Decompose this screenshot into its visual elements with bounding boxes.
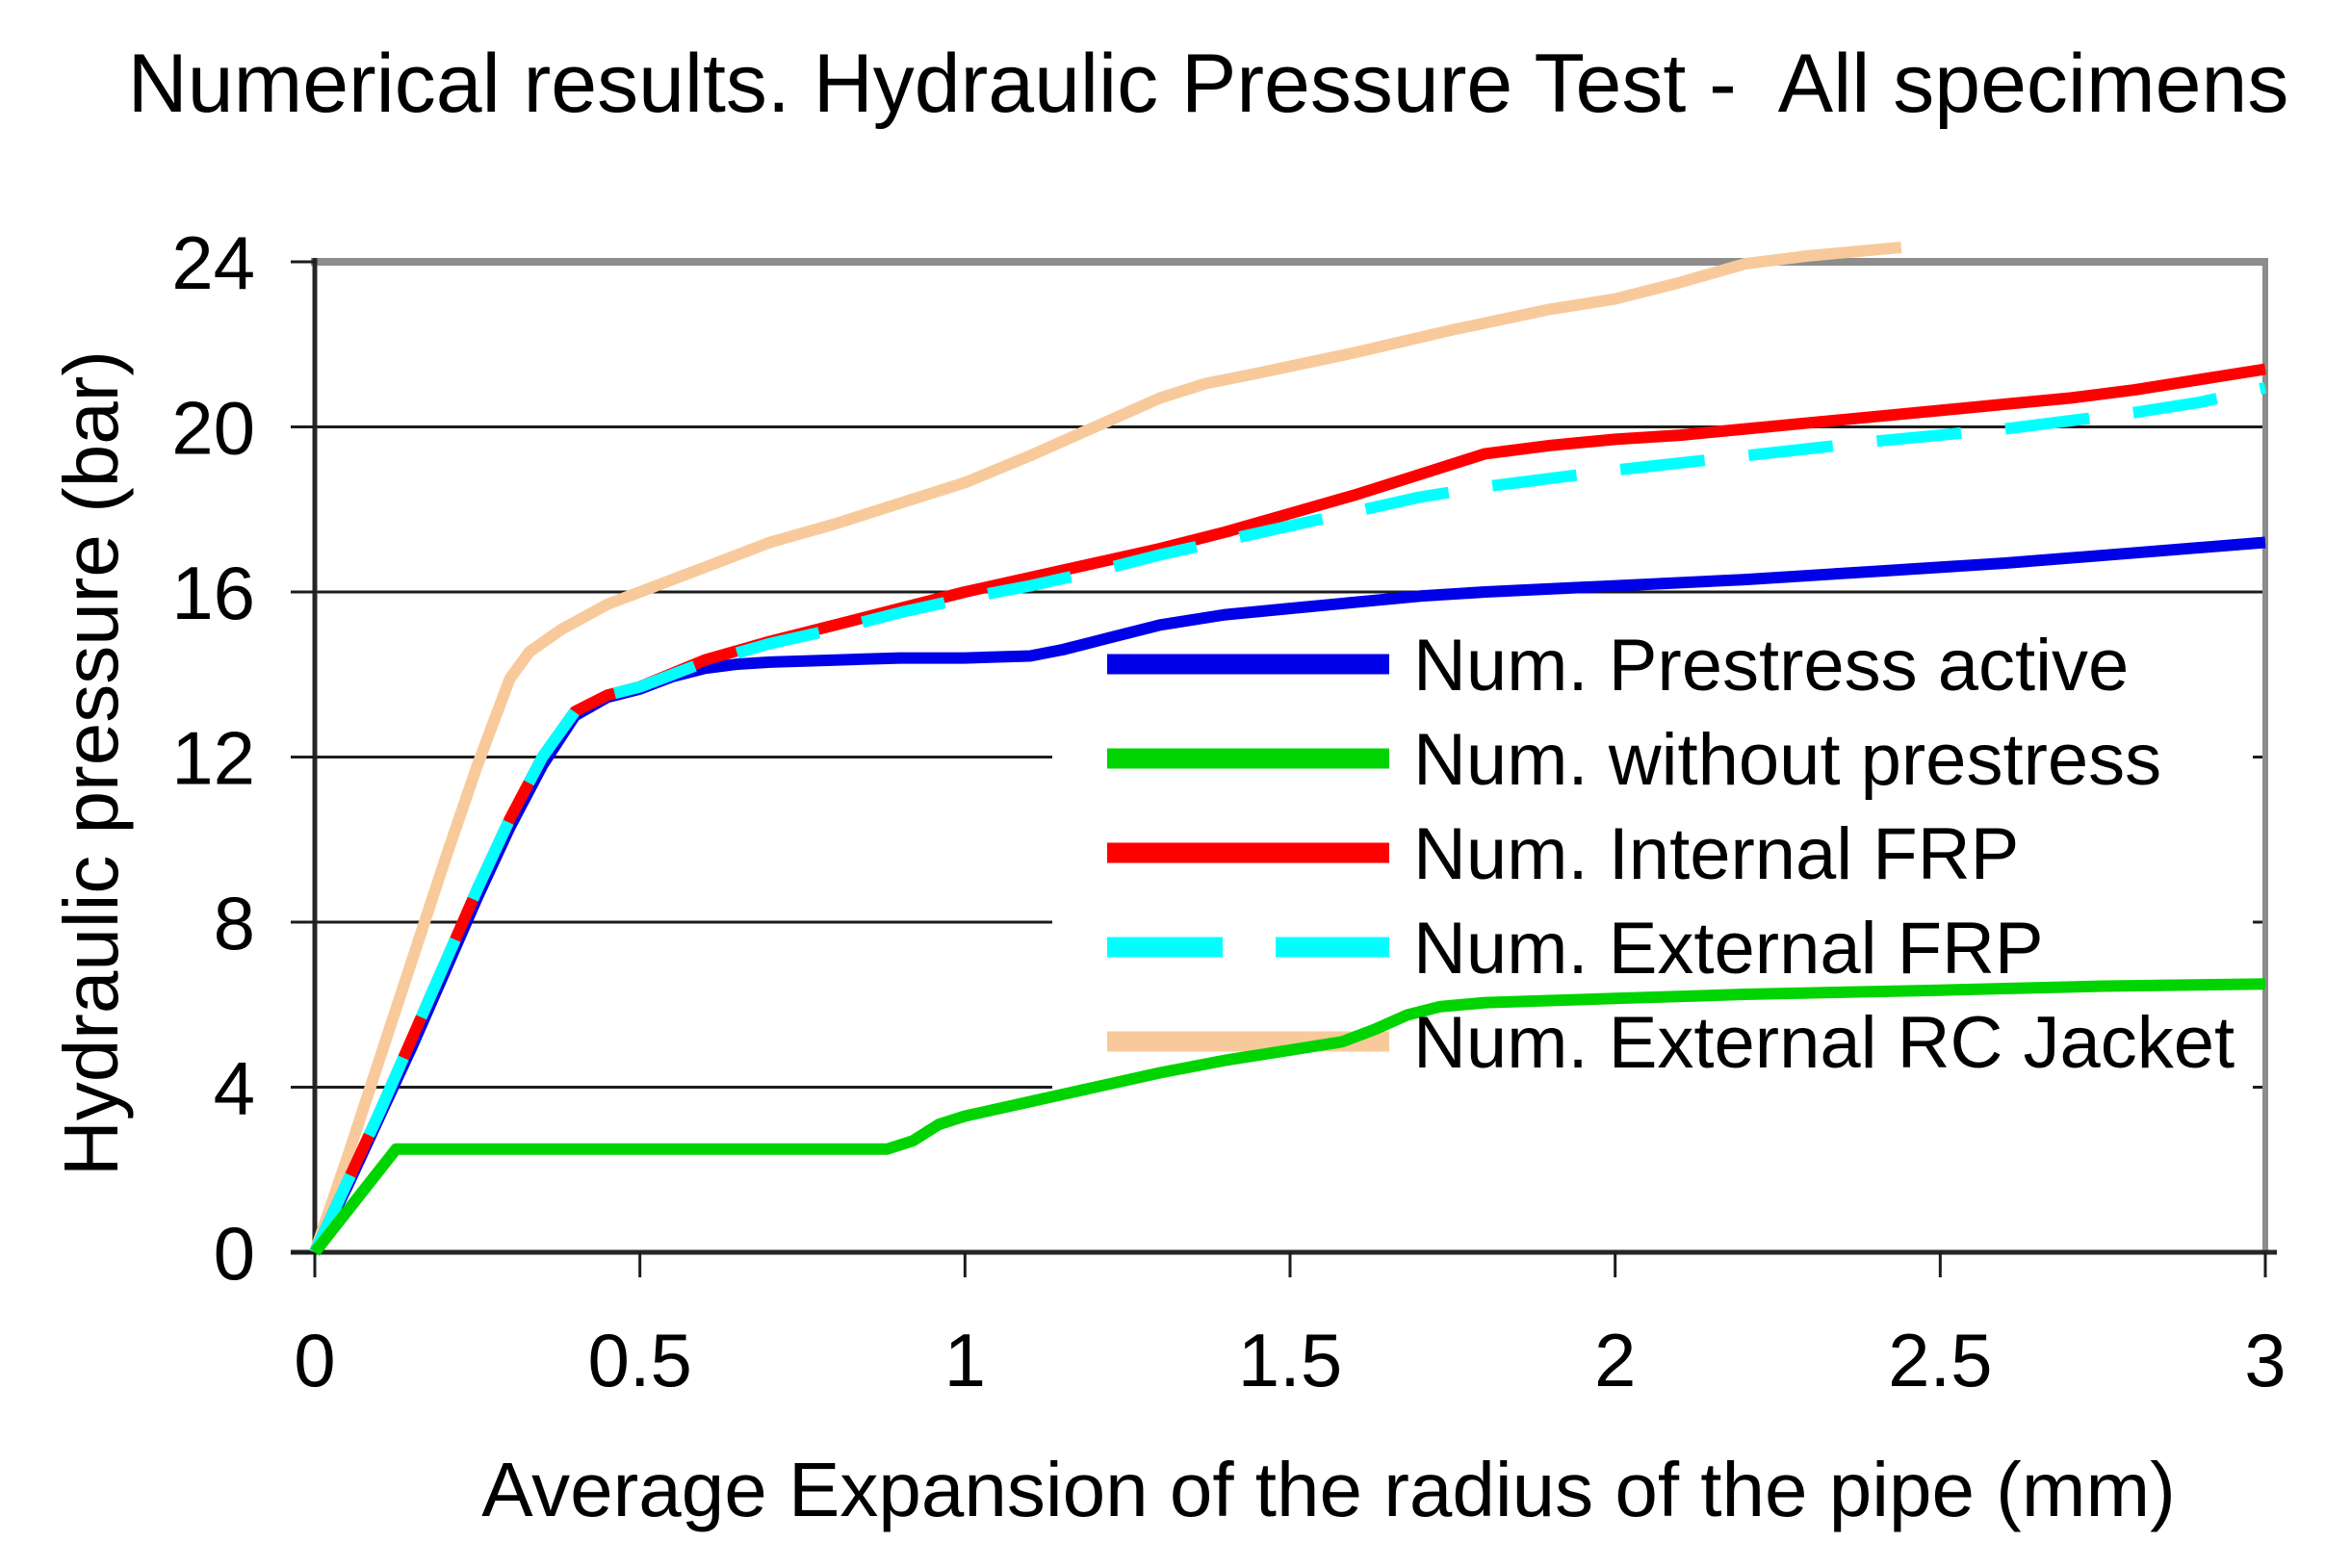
y-tick-label-8: 8 — [214, 881, 255, 965]
curve-num-without-prestress — [310, 978, 2266, 1256]
x-tick-label-0.5: 0.5 — [587, 1318, 691, 1402]
x-tick-label-0: 0 — [294, 1318, 335, 1402]
x-tick-label-3: 3 — [2244, 1318, 2286, 1402]
y-tick-label-16: 16 — [171, 551, 255, 635]
y-tick-label-20: 20 — [171, 386, 255, 471]
x-tick-label-2: 2 — [1594, 1318, 1636, 1402]
y-tick-label-0: 0 — [214, 1211, 255, 1296]
legend-label-num-external-frp: Num. External FRP — [1413, 908, 2044, 990]
legend-label-num-without-prestress: Num. without prestress — [1413, 719, 2161, 801]
x-tick-label-1.5: 1.5 — [1238, 1318, 1342, 1402]
y-tick-label-12: 12 — [171, 716, 255, 801]
legend-label-num-internal-frp: Num. Internal FRP — [1413, 813, 2019, 895]
x-tick-label-1: 1 — [944, 1318, 986, 1402]
y-tick-label-24: 24 — [171, 220, 255, 305]
curve-num-external-rc-jacket — [309, 242, 1902, 1254]
legend-label-num-prestress-active: Num. Prestress active — [1413, 625, 2129, 707]
chart-title: Numerical results. Hydraulic Pressure Te… — [127, 38, 2289, 130]
legend-label-num-external-rc-jacket: Num. External RC Jacket — [1413, 1002, 2235, 1084]
x-axis-title: Average Expansion of the radius of the p… — [481, 1447, 2176, 1532]
curve-num-external-frp — [309, 381, 2267, 1255]
x-tick-label-2.5: 2.5 — [1888, 1318, 1992, 1402]
y-tick-label-4: 4 — [214, 1046, 255, 1131]
